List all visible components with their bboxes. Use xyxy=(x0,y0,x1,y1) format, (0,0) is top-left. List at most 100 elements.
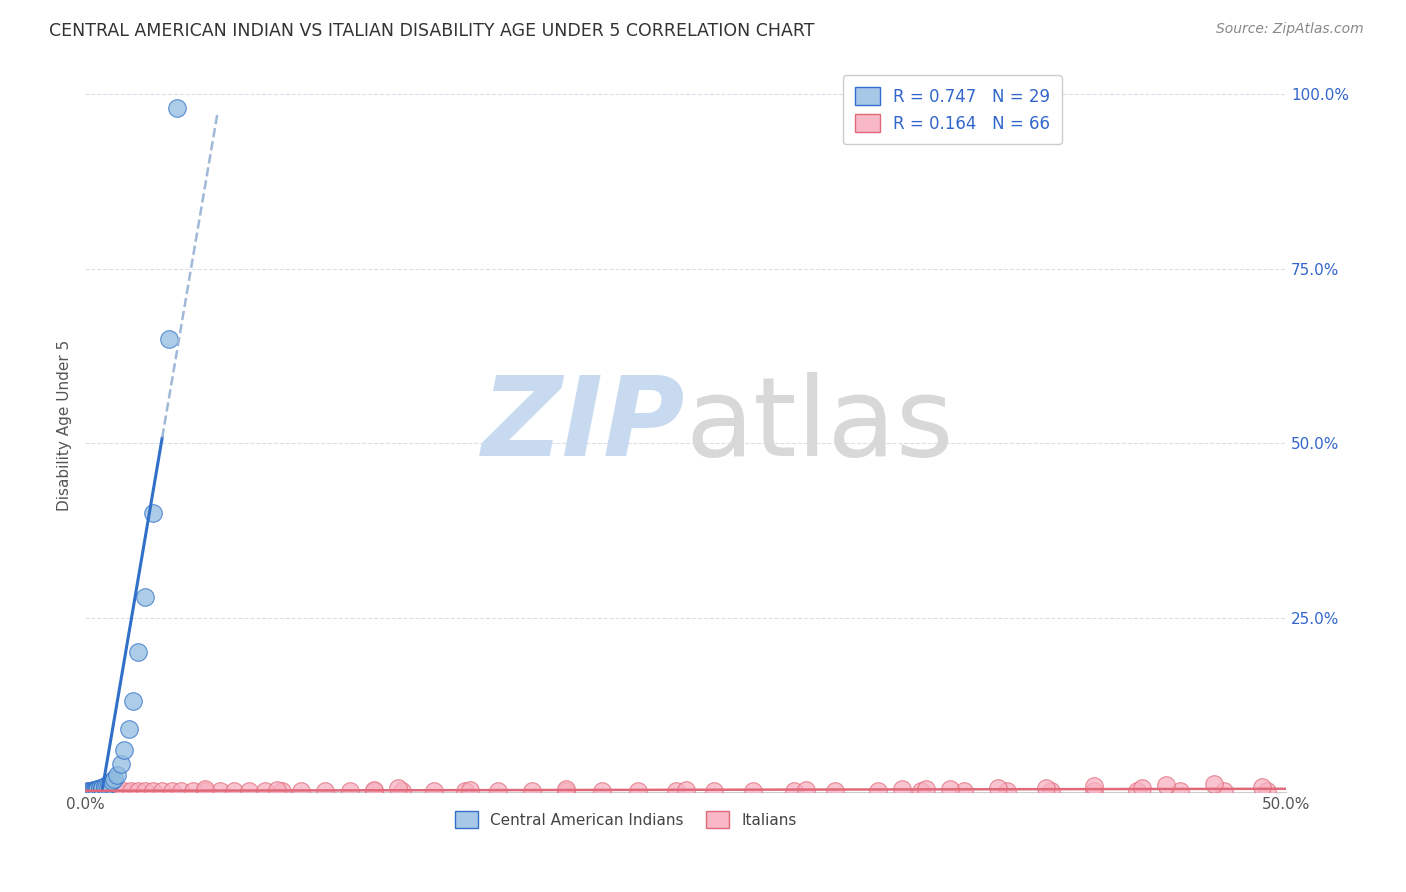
Point xyxy=(112,783,135,797)
Point xyxy=(91,781,114,796)
Point xyxy=(422,783,444,797)
Point xyxy=(96,778,118,792)
Point xyxy=(105,767,128,781)
Point xyxy=(997,783,1019,797)
Point xyxy=(591,783,613,797)
Point xyxy=(824,783,846,797)
Point xyxy=(142,506,165,520)
Point xyxy=(520,783,543,797)
Point xyxy=(82,783,104,797)
Point xyxy=(84,783,107,797)
Point xyxy=(122,694,145,708)
Point xyxy=(554,783,576,797)
Point xyxy=(194,783,217,797)
Text: Source: ZipAtlas.com: Source: ZipAtlas.com xyxy=(1216,22,1364,37)
Point xyxy=(160,783,183,797)
Point xyxy=(363,783,385,797)
Point xyxy=(1035,781,1057,796)
Point xyxy=(391,783,413,797)
Point xyxy=(1251,780,1274,794)
Point xyxy=(157,332,180,346)
Point xyxy=(134,783,156,797)
Point xyxy=(703,783,725,797)
Point xyxy=(987,780,1010,795)
Point xyxy=(271,783,294,797)
Point xyxy=(91,780,114,795)
Point xyxy=(914,782,936,797)
Point xyxy=(84,783,107,797)
Point xyxy=(627,783,650,797)
Point xyxy=(112,743,135,757)
Point xyxy=(1083,780,1105,794)
Point xyxy=(93,780,115,794)
Point xyxy=(89,782,111,797)
Text: ZIP: ZIP xyxy=(482,372,686,479)
Point xyxy=(170,783,193,797)
Point xyxy=(91,783,114,797)
Point xyxy=(224,783,246,797)
Point xyxy=(82,783,104,797)
Point xyxy=(387,781,409,796)
Point xyxy=(953,783,976,797)
Point xyxy=(86,783,108,797)
Point xyxy=(134,590,156,604)
Point xyxy=(183,783,205,797)
Point xyxy=(486,783,509,797)
Point xyxy=(910,783,932,797)
Point xyxy=(794,783,817,797)
Point xyxy=(290,783,312,797)
Point xyxy=(454,783,477,797)
Point xyxy=(86,783,108,797)
Point xyxy=(939,782,962,797)
Point xyxy=(458,783,481,797)
Point xyxy=(105,783,128,797)
Point xyxy=(103,772,125,787)
Text: CENTRAL AMERICAN INDIAN VS ITALIAN DISABILITY AGE UNDER 5 CORRELATION CHART: CENTRAL AMERICAN INDIAN VS ITALIAN DISAB… xyxy=(49,22,814,40)
Point xyxy=(665,783,688,797)
Point xyxy=(93,780,115,794)
Point xyxy=(741,783,763,797)
Text: atlas: atlas xyxy=(686,372,955,479)
Point xyxy=(866,783,889,797)
Y-axis label: Disability Age Under 5: Disability Age Under 5 xyxy=(58,340,72,511)
Point xyxy=(127,783,149,797)
Point xyxy=(1202,776,1225,790)
Point xyxy=(117,722,139,736)
Point xyxy=(79,783,101,797)
Point xyxy=(166,102,188,116)
Point xyxy=(1083,783,1105,797)
Legend: Central American Indians, Italians: Central American Indians, Italians xyxy=(447,804,804,836)
Point xyxy=(86,782,108,797)
Point xyxy=(254,783,277,797)
Point xyxy=(98,783,121,797)
Point xyxy=(98,776,121,790)
Point xyxy=(84,783,107,797)
Point xyxy=(783,783,806,797)
Point xyxy=(1212,783,1234,797)
Point xyxy=(127,645,149,659)
Point xyxy=(675,783,697,797)
Point xyxy=(142,783,165,797)
Point xyxy=(238,783,260,797)
Point xyxy=(208,783,231,797)
Point xyxy=(76,783,98,797)
Point xyxy=(1168,783,1191,797)
Point xyxy=(89,781,111,796)
Point xyxy=(1126,783,1149,797)
Point xyxy=(890,782,912,797)
Point xyxy=(194,782,217,797)
Point xyxy=(76,783,98,797)
Point xyxy=(554,782,576,797)
Point xyxy=(101,774,124,789)
Point xyxy=(1256,783,1278,797)
Point xyxy=(150,783,173,797)
Point xyxy=(363,783,385,797)
Point xyxy=(1154,778,1177,792)
Point xyxy=(339,783,361,797)
Point xyxy=(315,783,337,797)
Point xyxy=(1039,783,1062,797)
Point xyxy=(120,783,142,797)
Point xyxy=(266,783,288,797)
Point xyxy=(110,757,132,772)
Point xyxy=(1130,781,1153,796)
